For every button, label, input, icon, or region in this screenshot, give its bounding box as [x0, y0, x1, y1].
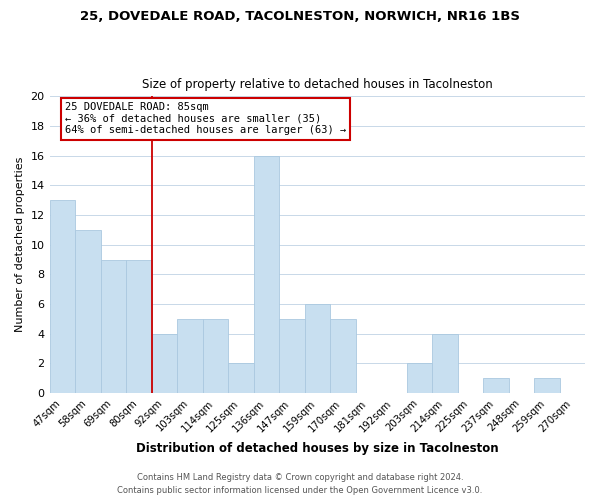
Bar — [75, 230, 101, 393]
Bar — [203, 319, 228, 393]
Bar — [407, 364, 432, 393]
Bar — [177, 319, 203, 393]
Bar — [228, 364, 254, 393]
Bar — [330, 319, 356, 393]
Bar — [50, 200, 75, 393]
Bar — [534, 378, 560, 393]
Bar — [483, 378, 509, 393]
Bar — [101, 260, 126, 393]
Text: 25 DOVEDALE ROAD: 85sqm
← 36% of detached houses are smaller (35)
64% of semi-de: 25 DOVEDALE ROAD: 85sqm ← 36% of detache… — [65, 102, 346, 136]
Bar — [432, 334, 458, 393]
Bar — [254, 156, 279, 393]
Bar — [279, 319, 305, 393]
Text: Contains HM Land Registry data © Crown copyright and database right 2024.
Contai: Contains HM Land Registry data © Crown c… — [118, 474, 482, 495]
Title: Size of property relative to detached houses in Tacolneston: Size of property relative to detached ho… — [142, 78, 493, 91]
Bar — [126, 260, 152, 393]
X-axis label: Distribution of detached houses by size in Tacolneston: Distribution of detached houses by size … — [136, 442, 499, 455]
Y-axis label: Number of detached properties: Number of detached properties — [15, 157, 25, 332]
Bar — [152, 334, 177, 393]
Text: 25, DOVEDALE ROAD, TACOLNESTON, NORWICH, NR16 1BS: 25, DOVEDALE ROAD, TACOLNESTON, NORWICH,… — [80, 10, 520, 23]
Bar — [305, 304, 330, 393]
